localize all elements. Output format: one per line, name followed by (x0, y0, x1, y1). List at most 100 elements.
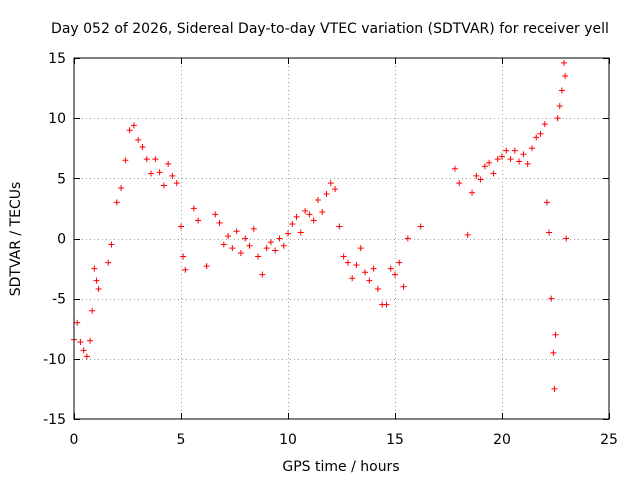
data-point-marker (362, 269, 369, 276)
data-point-marker (543, 199, 550, 206)
data-point-marker (178, 223, 184, 230)
data-point-marker (319, 209, 326, 216)
data-point-marker (310, 217, 317, 224)
data-point-marker (180, 253, 187, 260)
data-point-marker (118, 184, 125, 191)
data-point-marker (255, 253, 262, 260)
data-point-marker (297, 229, 304, 236)
data-point-marker (400, 283, 407, 290)
plot-frame (73, 57, 610, 420)
data-point-marker (563, 235, 570, 242)
data-point-marker (250, 225, 257, 232)
data-point-marker (135, 136, 142, 143)
data-point-marker (77, 338, 84, 345)
data-point-marker (396, 259, 403, 266)
data-point-marker (486, 159, 493, 166)
data-point-marker (220, 241, 227, 248)
data-point-marker (349, 275, 356, 282)
data-point-marker (520, 151, 527, 158)
data-point-marker (370, 265, 377, 272)
x-axis-label: GPS time / hours (282, 459, 399, 475)
y-tick-label: 5 (57, 171, 66, 187)
data-point-marker (404, 235, 411, 242)
data-point-marker (108, 241, 115, 248)
data-point-marker (169, 172, 176, 179)
y-axis-label: SDTVAR / TECUs (8, 182, 24, 297)
data-point-marker (344, 259, 351, 266)
data-point-marker (130, 122, 137, 129)
data-point-marker (511, 147, 518, 154)
data-point-marker (451, 165, 458, 172)
data-point-marker (561, 59, 568, 66)
data-point-marker (285, 230, 291, 237)
y-tick-label: -10 (43, 352, 66, 368)
data-point-marker (548, 295, 555, 302)
data-point-marker (105, 259, 112, 266)
data-point-marker (456, 180, 463, 187)
data-point-marker (499, 153, 505, 160)
data-point-marker (93, 277, 100, 284)
x-tick-label: 15 (386, 432, 404, 448)
data-point-marker (327, 180, 334, 187)
data-point-marker (195, 217, 202, 224)
data-point-marker (152, 156, 159, 163)
x-tick-label: 20 (493, 432, 511, 448)
data-point-marker (280, 242, 287, 249)
data-point-marker (323, 190, 330, 197)
data-point-marker (473, 172, 480, 179)
data-point-marker (387, 265, 394, 272)
data-point-marker (524, 160, 531, 167)
y-tick-label: -15 (43, 412, 66, 428)
x-tick-label: 0 (70, 432, 79, 448)
data-point-marker (503, 147, 510, 154)
data-point-marker (550, 349, 557, 356)
data-point-marker (113, 199, 120, 206)
data-point-marker (383, 301, 390, 308)
data-point-marker (143, 156, 150, 163)
data-point-marker (173, 180, 180, 187)
data-point-marker (357, 245, 364, 252)
data-point-marker (481, 163, 488, 170)
data-point-marker (516, 158, 523, 165)
data-point-marker (558, 87, 565, 94)
data-point-marker (229, 245, 236, 252)
grid-lines (74, 58, 609, 419)
data-point-marker (160, 182, 167, 189)
y-tick-label: -5 (52, 292, 66, 308)
y-tick-label: 0 (57, 232, 66, 248)
data-point-marker (551, 385, 558, 392)
axis-tick-labels: 0 5 10 15 20 25 -15 -10 -5 0 5 10 15 (43, 51, 618, 448)
data-point-marker (91, 265, 98, 272)
data-point-marker (366, 277, 373, 284)
data-point-marker (556, 103, 563, 110)
data-point-marker (490, 170, 497, 177)
data-point-marker (533, 134, 540, 141)
x-tick-label: 10 (279, 432, 297, 448)
data-point-marker (233, 228, 240, 235)
data-point-marker (263, 245, 270, 252)
data-point-marker (259, 271, 266, 278)
y-tick-label: 15 (48, 51, 66, 67)
data-point-marker (562, 73, 569, 80)
data-point-marker (336, 223, 343, 230)
data-point-marker (537, 130, 544, 137)
data-point-marker (216, 219, 223, 226)
data-point-marker (464, 231, 471, 238)
data-point-marker (469, 189, 476, 196)
data-point-marker (74, 319, 81, 326)
data-point-marker (353, 261, 360, 268)
data-point-marker (126, 127, 133, 134)
data-point-marker (246, 242, 253, 249)
data-point-marker (552, 331, 559, 338)
data-point-marker (289, 221, 296, 228)
data-points (71, 59, 570, 392)
y-tick-label: 10 (48, 111, 66, 127)
data-point-marker (95, 286, 102, 293)
data-point-marker (314, 196, 321, 203)
x-tick-label: 25 (600, 432, 618, 448)
data-point-marker (80, 347, 87, 354)
data-point-marker (276, 235, 283, 242)
data-point-marker (392, 271, 398, 278)
